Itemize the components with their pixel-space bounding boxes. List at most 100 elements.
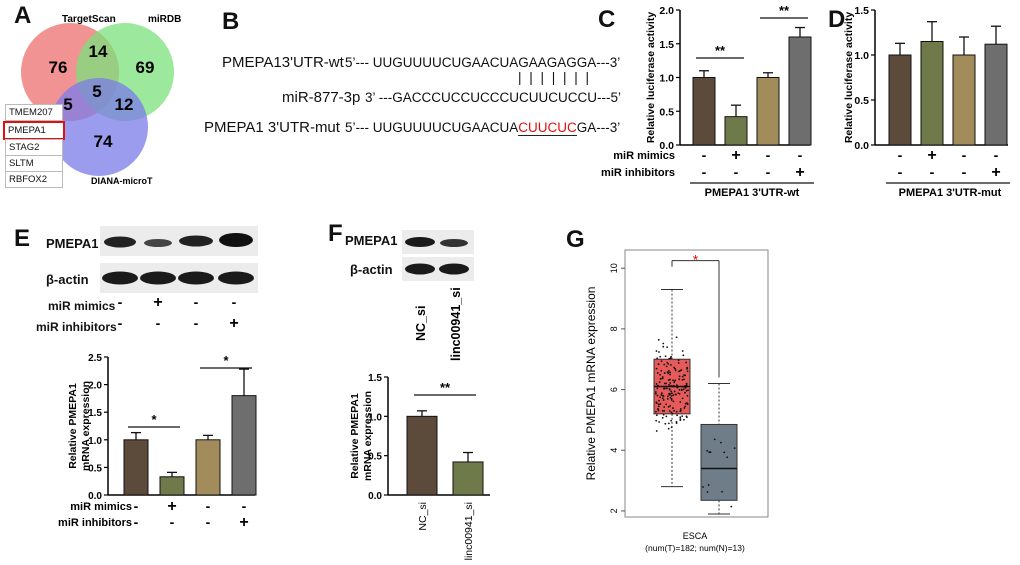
panel-d-label: D	[828, 6, 846, 33]
condition-sign: -	[170, 514, 175, 530]
chart-e-mrna: 0.0 0.5 1.0 1.5 2.0 2.5 Relative PMEPA1 mRNA ex…	[58, 353, 257, 531]
bar	[231, 395, 257, 496]
y-tick-label: 2.5	[88, 353, 102, 364]
seq-body: UUGUUUUCUGAACUAGAAGAGGA---3’	[372, 55, 621, 70]
data-point	[664, 355, 667, 358]
condition-sign: -	[994, 147, 999, 163]
significance-mark: *	[693, 252, 699, 268]
data-point	[670, 426, 673, 429]
y-tick-label: 0.5	[368, 452, 382, 463]
blot-row-label: miR mimics	[48, 299, 116, 313]
data-point	[678, 392, 681, 395]
bar	[406, 415, 438, 496]
data-point	[681, 350, 684, 352]
bar	[195, 439, 221, 496]
data-point	[667, 405, 670, 408]
data-point	[668, 387, 671, 390]
data-point	[662, 387, 665, 390]
y-axis-label: Relative PMEPA1 mRNA expression	[585, 287, 598, 481]
data-point	[660, 360, 663, 363]
data-point	[664, 422, 667, 425]
data-point	[657, 409, 660, 412]
seq-mutation: CUUCUC	[518, 120, 577, 136]
lane-labels-f: NC_si linc00941_si	[414, 287, 463, 361]
data-point	[668, 392, 671, 395]
data-point	[670, 390, 673, 393]
condition-sign: -	[962, 147, 967, 163]
y-tick-label: 2	[609, 508, 619, 513]
condition-sign: -	[134, 498, 139, 514]
lane-label: linc00941_si	[449, 287, 463, 361]
chart-f-mrna: 0.0 0.5 1.0 1.5 Relative PMEPA1 mRNA expressi…	[349, 373, 490, 560]
condition-sign: +	[795, 164, 804, 181]
data-point	[684, 386, 687, 389]
y-axis-label: Relative PMEPA1	[67, 383, 79, 469]
condition-sign: -	[898, 164, 903, 180]
data-point	[658, 351, 660, 353]
data-point	[686, 403, 689, 406]
bar	[756, 77, 780, 146]
seq-name-mut: PMEPA1 3'UTR-mut	[204, 119, 340, 136]
data-point	[669, 396, 672, 399]
data-point	[684, 405, 687, 408]
y-tick-label: 0.0	[659, 140, 674, 152]
venn-diagram: TargetScan miRDB DIANA-microT 76 69 74 1…	[21, 14, 181, 186]
condition-sign: +	[731, 147, 740, 164]
y-tick-label: 1.0	[88, 436, 102, 447]
data-point	[666, 398, 669, 400]
data-point	[686, 370, 689, 373]
data-point	[665, 415, 668, 418]
y-tick-label: 4	[609, 448, 619, 453]
venn-label-targetscan: TargetScan	[62, 14, 116, 25]
seq-name-wt: PMEPA13'UTR-wt	[222, 54, 344, 71]
condition-label: miR inhibitors	[601, 167, 675, 179]
condition-sign: -	[930, 164, 935, 180]
condition-label: miR inhibitors	[58, 517, 132, 529]
condition-sign: -	[766, 147, 771, 163]
data-point	[665, 387, 668, 390]
blot-label-pmepa1: PMEPA1	[46, 236, 99, 251]
condition-sign: +	[239, 514, 248, 531]
data-point	[679, 416, 682, 419]
data-point	[706, 491, 709, 493]
condition-sign: -	[134, 514, 139, 530]
data-point	[667, 422, 670, 425]
venn-count-ts-only: 76	[49, 58, 68, 77]
data-point	[660, 369, 663, 372]
condition-sign: -	[702, 164, 707, 180]
data-point	[672, 400, 675, 403]
seq-body: ---GACCCUCCUCCCUCUUCUCCU---5’	[378, 90, 622, 105]
bar	[952, 54, 976, 146]
data-point	[684, 391, 686, 394]
data-point	[682, 385, 684, 388]
data-point	[672, 379, 674, 382]
significance-mark: **	[440, 380, 451, 395]
data-point	[656, 357, 659, 360]
condition-sign: -	[702, 147, 707, 163]
data-point	[678, 388, 681, 391]
data-point	[733, 447, 736, 450]
data-point	[662, 399, 665, 401]
data-point	[674, 367, 676, 370]
data-point	[667, 362, 670, 365]
data-point	[659, 355, 662, 358]
significance-mark: *	[223, 353, 229, 368]
gene-item: STAG2	[5, 139, 63, 156]
data-point	[654, 391, 657, 393]
data-point	[679, 419, 682, 422]
data-point	[681, 397, 684, 400]
data-point	[679, 401, 682, 403]
data-point	[721, 490, 723, 493]
data-point	[661, 409, 664, 412]
western-blot-e	[100, 226, 258, 293]
bar	[788, 36, 812, 146]
condition-label: miR mimics	[613, 150, 675, 162]
bar	[920, 41, 944, 146]
data-point	[666, 395, 669, 398]
y-tick-label: 1.5	[88, 408, 102, 419]
data-point	[669, 364, 672, 366]
data-point	[675, 422, 678, 424]
data-point	[662, 385, 665, 388]
data-point	[655, 430, 658, 432]
gene-item: TMEM207	[5, 104, 63, 121]
